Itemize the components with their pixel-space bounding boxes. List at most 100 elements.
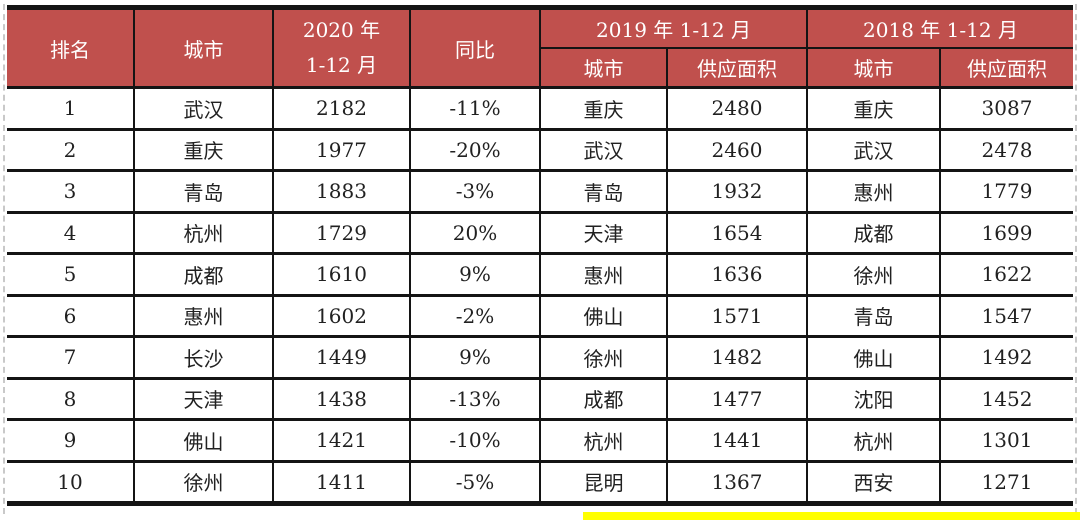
page-boundary-right-dash: [1075, 4, 1077, 514]
city-2018-cell: 杭州: [806, 418, 941, 463]
supply-2019-cell: 1932: [666, 169, 808, 214]
city-2018-cell: 惠州: [806, 169, 941, 214]
supply-2019-cell: 1571: [666, 293, 808, 338]
city-2018-cell: 青岛: [806, 293, 941, 338]
table-row: 1 武汉 2182 -11% 重庆 2480 重庆 3087: [7, 86, 1073, 131]
yoy-cell: -11%: [409, 86, 541, 131]
city-2019-cell: 成都: [539, 376, 668, 421]
rank-cell: 8: [7, 376, 135, 421]
header-2019-city: 城市: [539, 46, 668, 89]
city-supply-ranking-table: 排名 城市 2020 年 1-12 月 同比 2019 年 1-12 月 201…: [7, 5, 1073, 506]
supply-2019-cell: 1654: [666, 210, 808, 255]
supply-2018-cell: 1547: [939, 293, 1073, 338]
table-row: 8 天津 1438 -13% 成都 1477 沈阳 1452: [7, 376, 1073, 421]
city-2020-cell: 徐州: [133, 459, 274, 506]
yoy-cell: -2%: [409, 293, 541, 338]
supply-2020-cell: 1977: [272, 127, 411, 172]
supply-2018-cell: 1492: [939, 335, 1073, 380]
supply-2020-cell: 1602: [272, 293, 411, 338]
table-row: 5 成都 1610 9% 惠州 1636 徐州 1622: [7, 252, 1073, 297]
supply-2018-cell: 2478: [939, 127, 1073, 172]
header-2020-line1: 2020 年: [302, 18, 381, 42]
header-2020-line2: 1-12 月: [305, 53, 378, 77]
city-2020-cell: 成都: [133, 252, 274, 297]
table-row: 4 杭州 1729 20% 天津 1654 成都 1699: [7, 210, 1073, 255]
header-2019-supply: 供应面积: [666, 46, 808, 89]
yellow-highlight-strip: [583, 512, 1080, 520]
city-2020-cell: 重庆: [133, 127, 274, 172]
yoy-cell: -5%: [409, 459, 541, 506]
supply-2018-cell: 1301: [939, 418, 1073, 463]
supply-2018-cell: 1779: [939, 169, 1073, 214]
city-2020-cell: 天津: [133, 376, 274, 421]
table-row: 10 徐州 1411 -5% 昆明 1367 西安 1271: [7, 459, 1073, 506]
city-2018-cell: 佛山: [806, 335, 941, 380]
supply-2020-cell: 1438: [272, 376, 411, 421]
page-boundary-left-dash: [3, 4, 5, 514]
city-2018-cell: 重庆: [806, 86, 941, 131]
city-2019-cell: 惠州: [539, 252, 668, 297]
header-2019-group: 2019 年 1-12 月: [539, 5, 808, 49]
city-2020-cell: 武汉: [133, 86, 274, 131]
header-2018-group: 2018 年 1-12 月: [806, 5, 1073, 49]
city-2018-cell: 武汉: [806, 127, 941, 172]
rank-cell: 1: [7, 86, 135, 131]
supply-2019-cell: 2460: [666, 127, 808, 172]
header-rank: 排名: [7, 5, 135, 89]
supply-2018-cell: 1452: [939, 376, 1073, 421]
yoy-cell: -10%: [409, 418, 541, 463]
table-row: 2 重庆 1977 -20% 武汉 2460 武汉 2478: [7, 127, 1073, 172]
supply-2019-cell: 1441: [666, 418, 808, 463]
yoy-cell: -13%: [409, 376, 541, 421]
city-2020-cell: 长沙: [133, 335, 274, 380]
yoy-cell: -20%: [409, 127, 541, 172]
supply-2020-cell: 1421: [272, 418, 411, 463]
supply-2019-cell: 1636: [666, 252, 808, 297]
header-yoy: 同比: [409, 5, 541, 89]
supply-2019-cell: 1367: [666, 459, 808, 506]
table-row: 3 青岛 1883 -3% 青岛 1932 惠州 1779: [7, 169, 1073, 214]
header-city: 城市: [133, 5, 274, 89]
rank-cell: 10: [7, 459, 135, 506]
supply-2018-cell: 1622: [939, 252, 1073, 297]
supply-2020-cell: 1729: [272, 210, 411, 255]
rank-cell: 4: [7, 210, 135, 255]
city-2018-cell: 沈阳: [806, 376, 941, 421]
city-2019-cell: 徐州: [539, 335, 668, 380]
table-row: 6 惠州 1602 -2% 佛山 1571 青岛 1547: [7, 293, 1073, 338]
rank-cell: 3: [7, 169, 135, 214]
supply-2019-cell: 2480: [666, 86, 808, 131]
supply-2020-cell: 1411: [272, 459, 411, 506]
city-2020-cell: 惠州: [133, 293, 274, 338]
city-2019-cell: 佛山: [539, 293, 668, 338]
city-2020-cell: 杭州: [133, 210, 274, 255]
city-2019-cell: 天津: [539, 210, 668, 255]
rank-cell: 2: [7, 127, 135, 172]
supply-2020-cell: 1449: [272, 335, 411, 380]
supply-2019-cell: 1477: [666, 376, 808, 421]
table-row: 7 长沙 1449 9% 徐州 1482 佛山 1492: [7, 335, 1073, 380]
yoy-cell: 20%: [409, 210, 541, 255]
supply-2020-cell: 1883: [272, 169, 411, 214]
city-2019-cell: 重庆: [539, 86, 668, 131]
rank-cell: 6: [7, 293, 135, 338]
supply-2018-cell: 1699: [939, 210, 1073, 255]
header-2018-city: 城市: [806, 46, 941, 89]
city-2018-cell: 徐州: [806, 252, 941, 297]
header-2020-period: 2020 年 1-12 月: [272, 5, 411, 89]
city-2020-cell: 青岛: [133, 169, 274, 214]
supply-2018-cell: 3087: [939, 86, 1073, 131]
city-2019-cell: 昆明: [539, 459, 668, 506]
supply-2018-cell: 1271: [939, 459, 1073, 506]
city-2020-cell: 佛山: [133, 418, 274, 463]
supply-2020-cell: 2182: [272, 86, 411, 131]
header-2018-supply: 供应面积: [939, 46, 1073, 89]
table-row: 9 佛山 1421 -10% 杭州 1441 杭州 1301: [7, 418, 1073, 463]
yoy-cell: -3%: [409, 169, 541, 214]
city-2019-cell: 杭州: [539, 418, 668, 463]
rank-cell: 5: [7, 252, 135, 297]
city-2019-cell: 武汉: [539, 127, 668, 172]
supply-2019-cell: 1482: [666, 335, 808, 380]
yoy-cell: 9%: [409, 335, 541, 380]
